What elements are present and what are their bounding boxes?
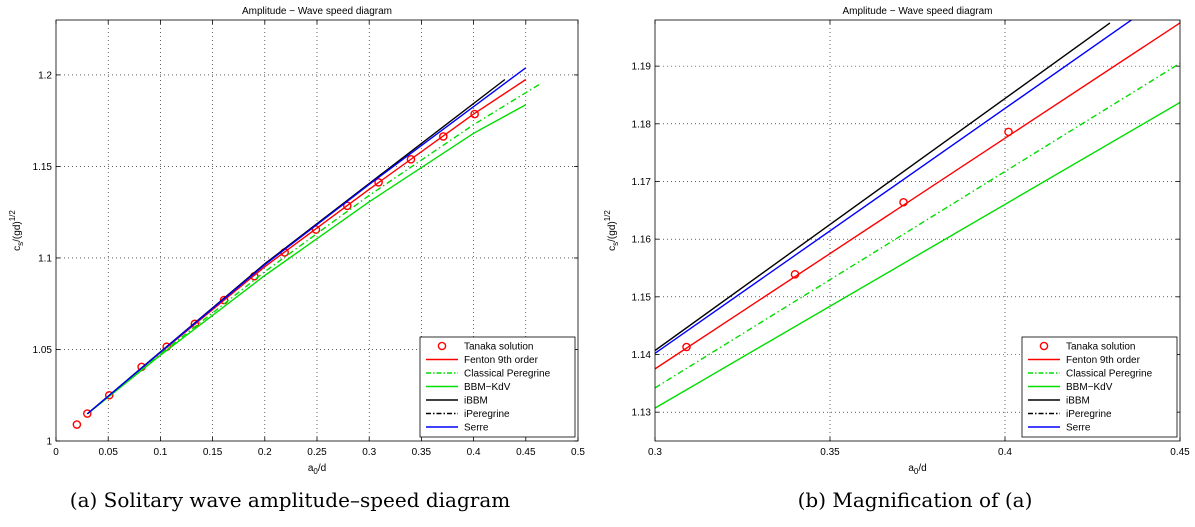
legend-label: BBM−KdV <box>464 382 511 393</box>
y-tick-label: 1.18 <box>632 119 652 130</box>
x-axis-label: a0/d <box>908 463 926 476</box>
tanaka-point <box>682 342 691 352</box>
x-tick-label: 0.45 <box>1170 447 1190 458</box>
legend-label: iBBM <box>1066 396 1090 407</box>
legend-label: Fenton 9th order <box>464 355 539 366</box>
x-tick-label: 0.45 <box>516 447 536 458</box>
series-line-serre <box>655 20 1133 354</box>
caption-a: (a) Solitary wave amplitude–speed diagra… <box>69 488 511 512</box>
tanaka-point <box>374 178 383 187</box>
x-axis-label: a0/d <box>308 463 326 476</box>
legend: Tanaka solution Fenton 9th order Classical… <box>1021 336 1178 438</box>
x-tick-label: 0.4 <box>467 447 481 458</box>
legend-label: Serre <box>1066 423 1091 434</box>
series-line-classical-peregrine <box>655 62 1180 389</box>
x-tick-label: 0.05 <box>98 447 118 458</box>
series-line-serre <box>86 67 527 415</box>
legend-label: Classical Peregrine <box>464 369 551 380</box>
chart-title: Amplitude − Wave speed diagram <box>242 6 392 17</box>
series-line-bbm-kdv <box>655 101 1180 409</box>
series-line-classical-peregrine <box>86 82 542 415</box>
x-tick-label: 0.35 <box>412 447 432 458</box>
tanaka-point <box>470 109 479 119</box>
series-line-fenton-9th-order <box>655 22 1180 370</box>
legend-label: Tanaka solution <box>1066 342 1136 353</box>
x-tick-label: 0.5 <box>571 447 585 458</box>
y-axis-label: cs/(gd)1/2 <box>8 210 25 251</box>
legend-label: BBM−KdV <box>1066 382 1113 393</box>
series-layer <box>72 67 542 429</box>
legend-label: Serre <box>464 423 489 434</box>
legend-label: Tanaka solution <box>464 342 534 353</box>
series-line-bbm-kdv <box>86 104 527 415</box>
legend-label: Classical Peregrine <box>1066 369 1153 380</box>
x-tick-label: 0.15 <box>203 447 223 458</box>
x-tick-label: 0 <box>53 447 59 458</box>
y-tick-label: 1.19 <box>632 62 652 73</box>
y-axis-label: cs/(gd)1/2 <box>603 210 620 251</box>
legend-label: iPeregrine <box>464 409 510 420</box>
y-tick-label: 1.16 <box>632 235 652 246</box>
caption-b: (b) Magnification of (a) <box>797 488 1033 512</box>
y-tick-label: 1.15 <box>33 162 53 173</box>
legend-marker <box>437 341 447 351</box>
x-tick-label: 0.4 <box>998 447 1012 458</box>
y-tick-label: 1.17 <box>632 177 652 188</box>
x-tick-label: 0.35 <box>820 447 840 458</box>
legend: Tanaka solution Fenton 9th order Classical… <box>419 336 576 438</box>
legend-marker <box>1039 341 1049 351</box>
legend-label: Fenton 9th order <box>1066 355 1141 366</box>
x-tick-label: 0.3 <box>648 447 662 458</box>
y-tick-label: 1.15 <box>632 292 652 303</box>
y-tick-label: 1.2 <box>38 70 52 81</box>
series-layer <box>655 20 1180 409</box>
y-tick-label: 1 <box>46 437 52 448</box>
x-tick-label: 0.25 <box>307 447 327 458</box>
chart-title: Amplitude − Wave speed diagram <box>843 6 993 17</box>
legend-label: iBBM <box>464 396 488 407</box>
tanaka-point <box>439 132 448 141</box>
tanaka-point <box>342 201 352 211</box>
y-tick-label: 1.1 <box>38 253 52 264</box>
x-tick-label: 0.3 <box>362 447 376 458</box>
series-line-ibbm <box>655 22 1111 352</box>
tanaka-point <box>104 390 114 400</box>
chart-panel-a: 0 0.05 0.1 0.15 0.2 0.25 0.3 0.35 0.4 0.45 0.5 1 1.0… <box>8 6 585 476</box>
x-tick-label: 0.2 <box>258 447 272 458</box>
y-tick-label: 1.13 <box>632 408 652 419</box>
tanaka-point <box>83 409 92 418</box>
legend-label: iPeregrine <box>1066 409 1112 420</box>
y-tick-label: 1.05 <box>33 345 53 356</box>
x-tick-label: 0.1 <box>153 447 167 458</box>
tanaka-point <box>72 420 82 429</box>
axes-box <box>654 19 1181 442</box>
y-tick-label: 1.14 <box>632 350 652 361</box>
chart-panel-b: 0.3 0.35 0.4 0.45 1.13 1.14 1.15 1.16 1.17 1.18 1.… <box>603 6 1190 476</box>
tanaka-point <box>406 154 416 164</box>
